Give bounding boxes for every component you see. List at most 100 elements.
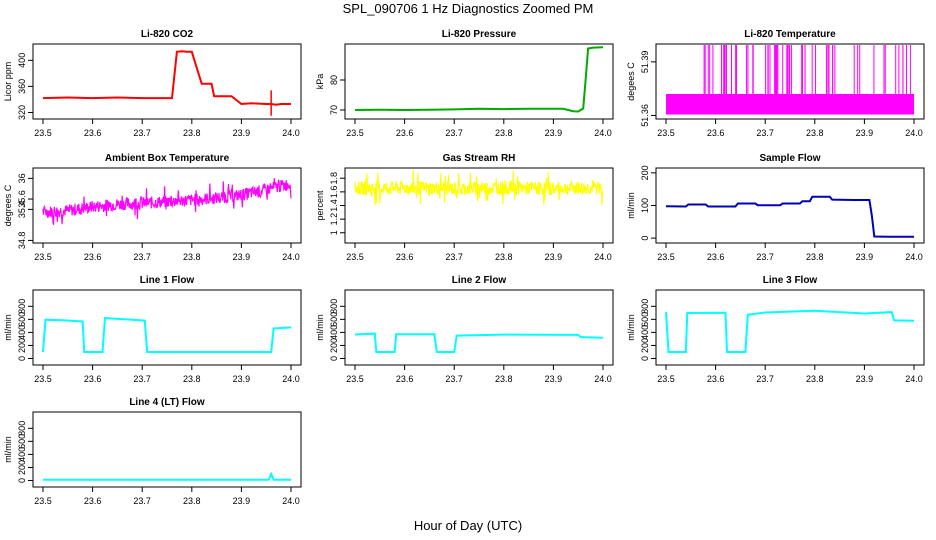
plot-frame bbox=[32, 289, 302, 366]
y-tick-label: 35.4 bbox=[17, 201, 27, 219]
x-tick-label: 23.9 bbox=[233, 374, 251, 384]
y-tick-label: 51.36 bbox=[640, 104, 650, 127]
x-tick-label: 23.9 bbox=[233, 252, 251, 262]
x-tick-label: 23.7 bbox=[756, 128, 774, 138]
y-tick-label: 400 bbox=[329, 325, 339, 340]
x-tick-label: 23.7 bbox=[445, 128, 463, 138]
y-tick-label: 0 bbox=[640, 236, 650, 241]
chart-panel-7: Line 2 Flow 23.5 23.6 23.7 23.8 23.9 24.0 0 2004… bbox=[315, 275, 614, 384]
series-line bbox=[665, 195, 914, 238]
x-tick-label: 23.9 bbox=[545, 128, 563, 138]
x-tick-label: 24.0 bbox=[282, 128, 300, 138]
x-tick-label: 23.5 bbox=[34, 128, 52, 138]
x-tick-label: 23.5 bbox=[657, 374, 675, 384]
plot-frame bbox=[655, 289, 925, 366]
plot-frame bbox=[344, 167, 614, 244]
y-tick-label: 800 bbox=[17, 299, 27, 314]
chart-panel-6: Line 1 Flow 23.5 23.6 23.7 23.8 23.9 24.0 0 2004… bbox=[3, 275, 302, 384]
x-tick-label: 24.0 bbox=[594, 374, 612, 384]
x-tick-label: 23.5 bbox=[657, 252, 675, 262]
y-tick-label: 0 bbox=[17, 478, 27, 483]
y-tick-label: 100 bbox=[640, 198, 650, 213]
series-line bbox=[354, 46, 604, 113]
x-tick-label: 23.6 bbox=[84, 252, 102, 262]
y-tick-label: 360 bbox=[17, 79, 27, 94]
y-tick-label: 600 bbox=[17, 434, 27, 449]
series-line bbox=[665, 309, 915, 353]
y-tick-label: 800 bbox=[17, 421, 27, 436]
x-tick-label: 23.6 bbox=[84, 374, 102, 384]
x-tick-label: 23.8 bbox=[183, 128, 201, 138]
x-tick-label: 23.6 bbox=[707, 252, 725, 262]
plot-frame bbox=[32, 43, 302, 120]
x-tick-label: 23.9 bbox=[545, 252, 563, 262]
x-tick-label: 23.5 bbox=[346, 252, 364, 262]
y-tick-label: 0 bbox=[640, 356, 650, 361]
chart-panel-9: Line 4 (LT) Flow 23.5 23.6 23.7 23.8 23.9 24.0… bbox=[3, 397, 302, 506]
x-tick-label: 23.7 bbox=[445, 252, 463, 262]
series-line bbox=[42, 178, 292, 225]
y-axis-label: ml/min bbox=[626, 314, 636, 341]
chart-title: Line 2 Flow bbox=[452, 275, 507, 286]
x-tick-label: 23.6 bbox=[707, 374, 725, 384]
x-tick-label: 24.0 bbox=[282, 496, 300, 506]
plot-frame bbox=[32, 167, 302, 244]
x-tick-label: 23.8 bbox=[806, 128, 824, 138]
x-tick-label: 23.5 bbox=[34, 496, 52, 506]
y-tick-label: 200 bbox=[329, 338, 339, 353]
y-axis-label: kPa bbox=[315, 74, 325, 90]
y-tick-label: 200 bbox=[640, 165, 650, 180]
x-tick-label: 24.0 bbox=[282, 252, 300, 262]
x-tick-label: 23.7 bbox=[756, 374, 774, 384]
x-tick-label: 23.9 bbox=[856, 252, 874, 262]
x-tick-label: 23.7 bbox=[133, 496, 151, 506]
y-tick-label: 600 bbox=[329, 312, 339, 327]
chart-panel-3: Ambient Box Temperature 23.5 23.6 23.7 23.8 2… bbox=[3, 153, 302, 262]
y-axis-label: percent bbox=[315, 190, 325, 221]
chart-title: Li-820 Pressure bbox=[442, 29, 517, 40]
x-tick-label: 23.8 bbox=[183, 496, 201, 506]
chart-title: Li-820 Temperature bbox=[744, 29, 836, 40]
y-tick-label: 36 bbox=[17, 173, 27, 183]
figure-title: SPL_090706 1 Hz Diagnostics Zoomed PM bbox=[342, 1, 594, 16]
plot-frame bbox=[344, 43, 614, 120]
x-tick-label: 23.6 bbox=[707, 128, 725, 138]
x-tick-label: 23.5 bbox=[657, 128, 675, 138]
y-tick-label: 35.6 bbox=[17, 190, 27, 208]
x-tick-label: 23.5 bbox=[346, 128, 364, 138]
x-tick-label: 23.7 bbox=[445, 374, 463, 384]
x-tick-label: 23.5 bbox=[34, 374, 52, 384]
y-tick-label: 800 bbox=[329, 299, 339, 314]
y-tick-label: 200 bbox=[640, 338, 650, 353]
x-tick-label: 23.8 bbox=[495, 252, 513, 262]
x-tick-label: 23.8 bbox=[495, 128, 513, 138]
x-tick-label: 24.0 bbox=[594, 252, 612, 262]
y-tick-label: 1.8 bbox=[329, 172, 339, 185]
y-tick-label: 400 bbox=[640, 325, 650, 340]
x-tick-label: 23.9 bbox=[545, 374, 563, 384]
series-line bbox=[42, 317, 292, 353]
chart-title: Gas Stream RH bbox=[443, 153, 516, 164]
chart-title: Line 1 Flow bbox=[140, 275, 195, 286]
y-tick-label: 400 bbox=[17, 53, 27, 68]
y-axis-label: ml/min bbox=[315, 314, 325, 341]
x-tick-label: 23.6 bbox=[396, 128, 414, 138]
y-axis-label: degees C bbox=[626, 62, 636, 101]
chart-panel-8: Line 3 Flow 23.5 23.6 23.7 23.8 23.9 24.0 0 2004… bbox=[626, 275, 925, 384]
y-tick-label: 400 bbox=[17, 447, 27, 462]
x-tick-label: 23.7 bbox=[756, 252, 774, 262]
x-tick-label: 24.0 bbox=[905, 128, 923, 138]
x-tick-label: 23.5 bbox=[346, 374, 364, 384]
chart-panel-1: Li-820 Pressure 23.5 23.6 23.7 23.8 23.9 24.0 7… bbox=[315, 29, 614, 138]
series-line bbox=[43, 471, 291, 481]
y-axis-label: ml/min bbox=[3, 436, 13, 463]
y-tick-label: 800 bbox=[640, 299, 650, 314]
x-tick-label: 23.6 bbox=[84, 128, 102, 138]
y-tick-label: 0 bbox=[329, 356, 339, 361]
plot-frame bbox=[32, 411, 302, 488]
y-axis-label: Licor ppm bbox=[3, 62, 13, 102]
y-tick-label: 0 bbox=[17, 356, 27, 361]
x-tick-label: 23.8 bbox=[806, 252, 824, 262]
y-tick-label: 200 bbox=[17, 460, 27, 475]
y-tick-label: 34.8 bbox=[17, 232, 27, 250]
